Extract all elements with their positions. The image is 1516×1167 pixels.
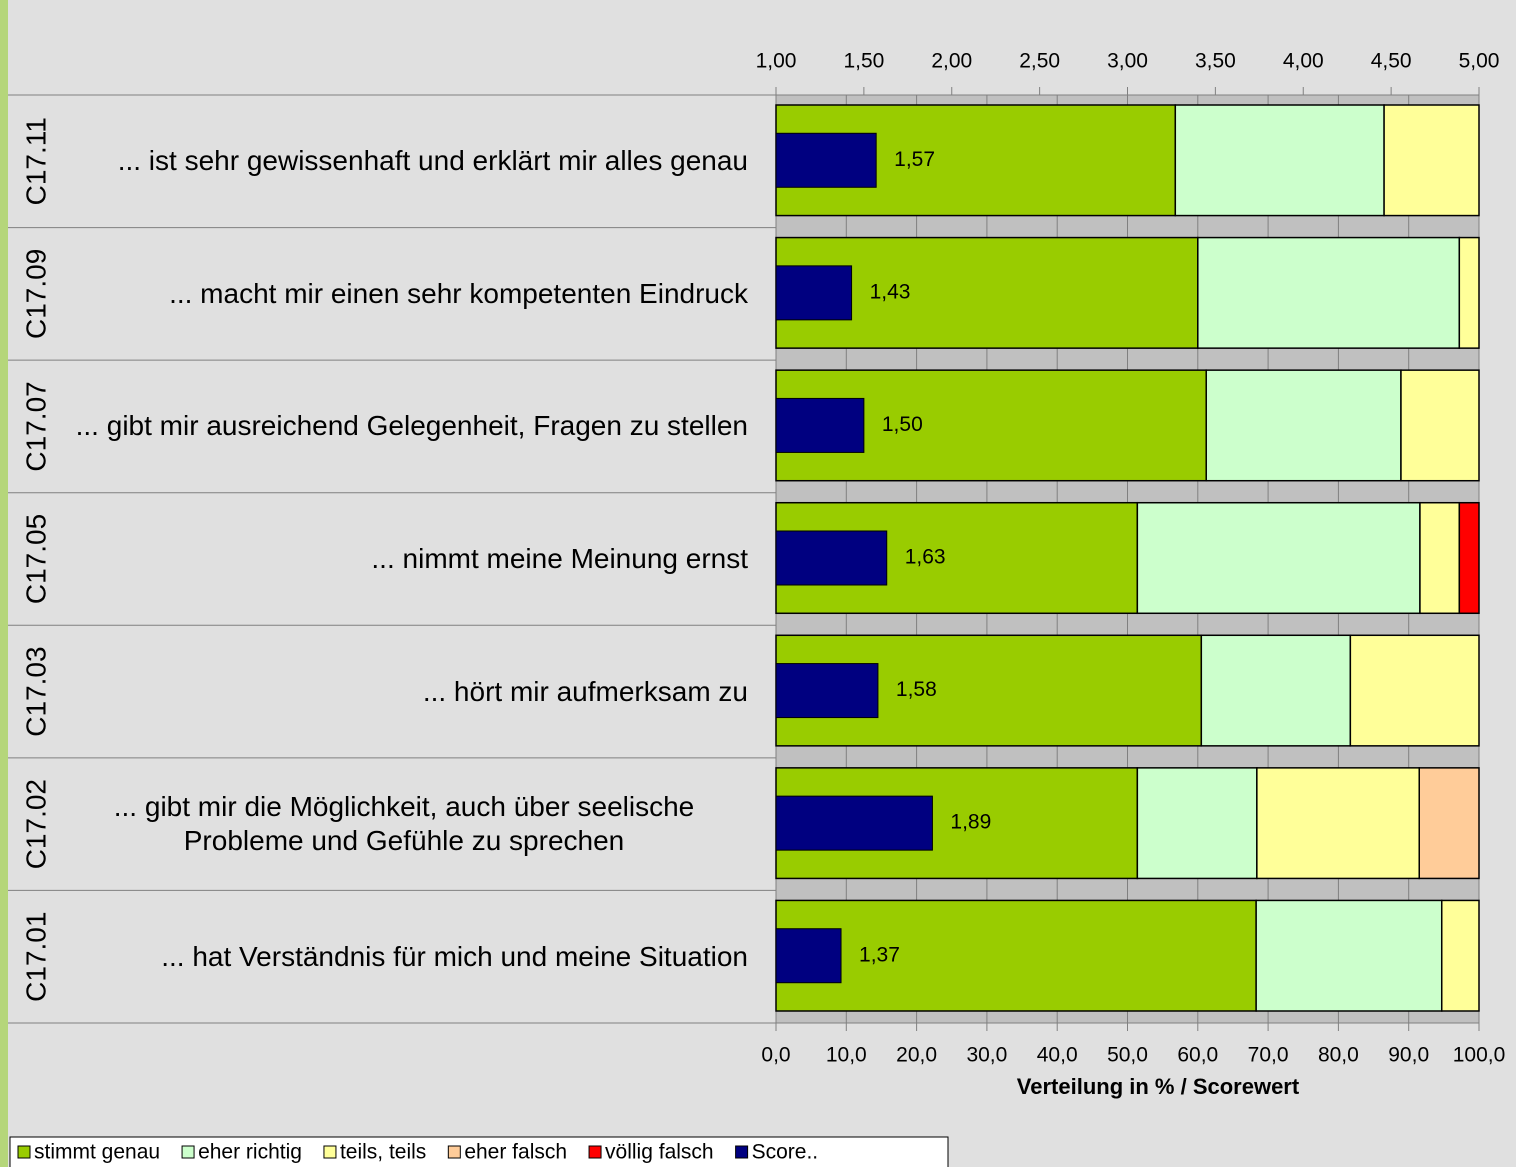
legend-swatch (588, 1145, 602, 1159)
bar-segment (775, 899, 1257, 1012)
x-tick-label: 20,0 (896, 1044, 937, 1067)
legend-label: völlig falsch (605, 1141, 714, 1164)
score-bar (775, 397, 865, 453)
bar-segment (1200, 634, 1352, 747)
category-code: C17.03 (20, 646, 51, 736)
score-bar (775, 928, 842, 984)
legend-box (9, 1136, 949, 1167)
x2-tick-label: 2,50 (1019, 50, 1060, 73)
category-label: ... gibt mir ausreichend Gelegenheit, Fr… (60, 360, 748, 493)
x-tick-label: 0,0 (761, 1044, 790, 1067)
legend-label: Score.. (752, 1141, 819, 1164)
score-label: 1,89 (950, 811, 991, 834)
category-label-text: ... macht mir einen sehr kompetenten Ein… (169, 277, 748, 309)
category-code: C17.09 (20, 249, 51, 339)
legend-label: stimmt genau (34, 1141, 160, 1164)
score-bar (775, 132, 877, 188)
category-label: ... nimmt meine Meinung ernst (60, 493, 748, 626)
score-label: 1,57 (894, 148, 935, 171)
legend-swatch (735, 1145, 749, 1159)
score-label: 1,37 (859, 943, 900, 966)
x2-tick-label: 5,00 (1459, 50, 1500, 73)
category-code: C17.01 (20, 912, 51, 1002)
side-strip (0, 0, 8, 1167)
x-tick-label: 90,0 (1388, 1044, 1429, 1067)
x-tick-label: 50,0 (1107, 1044, 1148, 1067)
bar-segment (1174, 104, 1385, 217)
bar-segment (1400, 369, 1480, 482)
bar-segment (1418, 767, 1480, 880)
x2-tick-label: 4,00 (1283, 50, 1324, 73)
legend-swatch (323, 1145, 337, 1159)
legend-swatch (17, 1145, 31, 1159)
bar-segment (1419, 501, 1461, 615)
bar-segment (1255, 899, 1443, 1012)
category-code: C17.02 (20, 779, 51, 869)
x2-tick-label: 4,50 (1371, 50, 1412, 73)
bar-segment (1256, 767, 1420, 880)
x2-tick-label: 3,00 (1107, 50, 1148, 73)
category-label-text: ... ist sehr gewissenhaft und erklärt mi… (117, 145, 748, 177)
legend-label: eher falsch (464, 1141, 567, 1164)
score-bar (775, 530, 888, 586)
bar-segment (1349, 634, 1480, 747)
category-label-text: ... gibt mir die Möglichkeit, auch über … (113, 791, 695, 857)
bar-segment (1136, 767, 1258, 880)
x2-tick-label: 1,00 (756, 50, 797, 73)
x-tick-label: 40,0 (1037, 1044, 1078, 1067)
category-code: C17.05 (20, 514, 51, 604)
score-label: 1,58 (896, 678, 937, 701)
category-label: ... macht mir einen sehr kompetenten Ein… (60, 228, 748, 361)
category-label-text: ... gibt mir ausreichend Gelegenheit, Fr… (75, 410, 748, 442)
bar-segment (1197, 236, 1461, 349)
category-code: C17.11 (20, 117, 51, 205)
x-tick-label: 100,0 (1453, 1044, 1506, 1067)
category-label: ... hört mir aufmerksam zu (60, 625, 748, 758)
category-label: ... hat Verständnis für mich und meine S… (60, 890, 748, 1023)
x-axis-label: Verteilung in % / Scorewert (1017, 1074, 1300, 1099)
x-tick-label: 70,0 (1248, 1044, 1289, 1067)
bar-segment (1205, 369, 1402, 482)
score-bar (775, 265, 853, 321)
score-bar (775, 663, 879, 719)
category-label: ... ist sehr gewissenhaft und erklärt mi… (60, 95, 748, 228)
x-tick-label: 80,0 (1318, 1044, 1359, 1067)
legend-label: eher richtig (198, 1141, 302, 1164)
bar-segment (1440, 899, 1480, 1012)
legend-swatch (181, 1145, 195, 1159)
score-label: 1,63 (905, 546, 946, 569)
category-label-text: ... nimmt meine Meinung ernst (371, 542, 748, 574)
category-label-text: ... hört mir aufmerksam zu (422, 675, 748, 707)
x2-tick-label: 3,50 (1195, 50, 1236, 73)
bar-segment (1383, 104, 1480, 217)
x-tick-label: 10,0 (826, 1044, 867, 1067)
bar-segment (1458, 236, 1480, 349)
score-label: 1,50 (882, 413, 923, 436)
score-label: 1,43 (870, 280, 911, 303)
x-tick-label: 30,0 (966, 1044, 1007, 1067)
bar-segment (1458, 501, 1480, 615)
category-code: C17.07 (20, 381, 51, 471)
category-label-text: ... hat Verständnis für mich und meine S… (161, 940, 748, 972)
legend-swatch (447, 1145, 461, 1159)
score-bar (775, 795, 933, 851)
category-label: ... gibt mir die Möglichkeit, auch über … (60, 758, 748, 891)
legend-label: teils, teils (340, 1141, 426, 1164)
x2-tick-label: 2,00 (931, 50, 972, 73)
x-tick-label: 60,0 (1177, 1044, 1218, 1067)
x2-tick-label: 1,50 (843, 50, 884, 73)
bar-segment (1136, 501, 1421, 615)
